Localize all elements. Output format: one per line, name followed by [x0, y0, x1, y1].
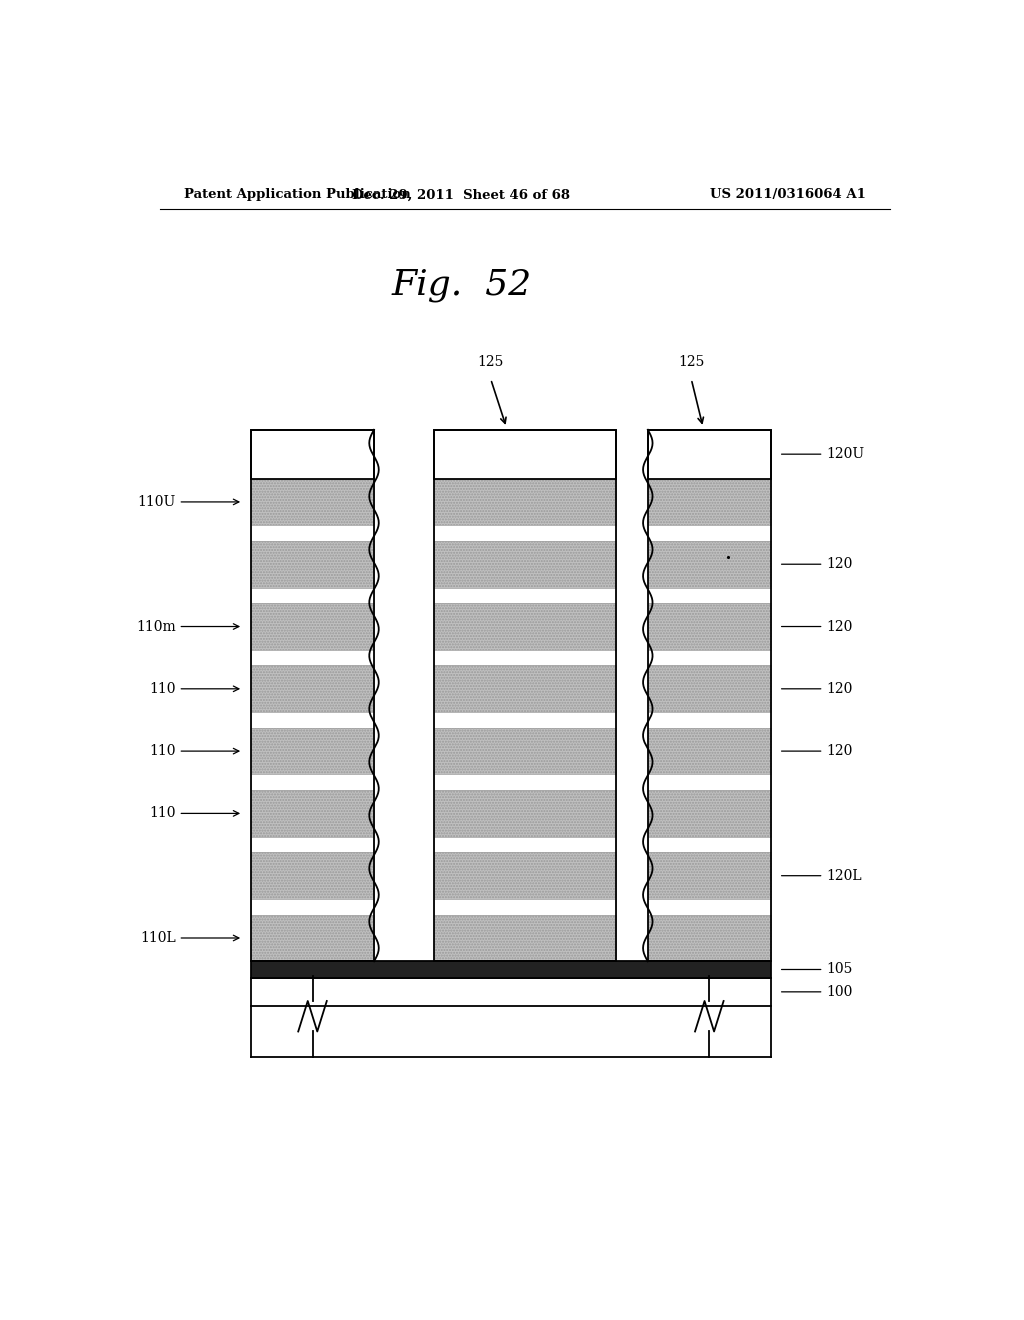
Bar — [648, 775, 771, 791]
Bar — [648, 430, 771, 479]
Bar — [433, 915, 616, 961]
Bar — [648, 603, 771, 649]
Text: 125: 125 — [678, 355, 705, 368]
Bar — [251, 649, 374, 665]
Bar — [433, 775, 616, 791]
Bar — [251, 525, 374, 541]
Bar — [648, 853, 771, 899]
Bar — [433, 713, 616, 727]
Bar — [433, 587, 616, 603]
Bar — [433, 430, 616, 961]
Bar — [433, 899, 616, 915]
Text: 100: 100 — [781, 985, 853, 999]
Bar — [433, 430, 616, 479]
Text: 120: 120 — [781, 682, 853, 696]
Text: 105: 105 — [781, 962, 853, 977]
Bar — [433, 853, 616, 899]
Bar — [648, 649, 771, 665]
Bar — [251, 853, 374, 899]
Bar — [648, 713, 771, 727]
Bar — [648, 430, 771, 961]
Text: 110: 110 — [150, 682, 239, 696]
Bar — [433, 665, 616, 713]
Text: 110U: 110U — [137, 495, 239, 510]
Bar — [433, 525, 616, 541]
Bar — [433, 727, 616, 775]
Text: 120: 120 — [781, 619, 853, 634]
Bar — [648, 915, 771, 961]
Bar — [251, 775, 374, 791]
Text: 120: 120 — [781, 557, 853, 572]
Bar — [251, 713, 374, 727]
Bar — [433, 791, 616, 837]
Bar — [648, 479, 771, 525]
Text: Patent Application Publication: Patent Application Publication — [183, 189, 411, 202]
Text: 110: 110 — [150, 744, 239, 758]
Text: 125: 125 — [477, 355, 504, 368]
Bar — [648, 727, 771, 775]
Bar — [433, 837, 616, 853]
Bar — [648, 899, 771, 915]
Bar — [251, 603, 374, 649]
Bar — [648, 665, 771, 713]
Text: Fig.  52: Fig. 52 — [391, 268, 531, 302]
Bar — [433, 479, 616, 525]
Bar — [648, 837, 771, 853]
Text: 110L: 110L — [140, 931, 239, 945]
Bar — [251, 665, 374, 713]
Bar — [251, 978, 771, 1006]
Bar — [251, 541, 374, 587]
Text: Dec. 29, 2011  Sheet 46 of 68: Dec. 29, 2011 Sheet 46 of 68 — [352, 189, 570, 202]
Bar — [251, 727, 374, 775]
Text: 110m: 110m — [136, 619, 239, 634]
Bar — [251, 430, 374, 961]
Bar — [648, 791, 771, 837]
Bar — [433, 649, 616, 665]
Text: 120L: 120L — [781, 869, 862, 883]
Bar — [251, 430, 374, 479]
Text: 120U: 120U — [781, 447, 864, 461]
Bar — [433, 603, 616, 649]
Bar — [251, 915, 374, 961]
Bar — [251, 837, 374, 853]
Bar — [648, 525, 771, 541]
Bar — [251, 791, 374, 837]
Bar — [433, 541, 616, 587]
Bar — [251, 961, 771, 978]
Bar — [251, 587, 374, 603]
Bar — [251, 479, 374, 525]
Text: 120: 120 — [781, 744, 853, 758]
Bar — [648, 587, 771, 603]
Bar — [251, 899, 374, 915]
Text: US 2011/0316064 A1: US 2011/0316064 A1 — [711, 189, 866, 202]
Bar — [648, 541, 771, 587]
Text: 110: 110 — [150, 807, 239, 821]
